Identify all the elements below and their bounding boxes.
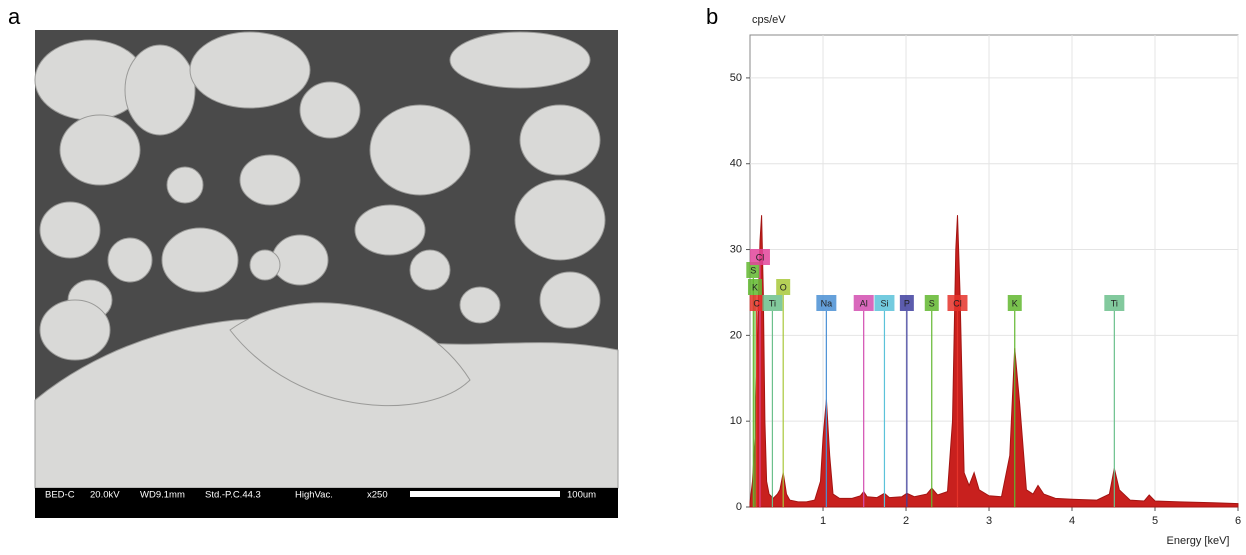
- marker-label: O: [780, 282, 787, 292]
- marker-box: [776, 279, 791, 295]
- y-tick-label: 30: [730, 243, 742, 255]
- y-tick-label: 0: [736, 501, 742, 513]
- sem-info: WD9.1mm: [140, 490, 185, 501]
- marker-label: K: [752, 282, 758, 292]
- sem-info: x250: [367, 490, 388, 501]
- marker-box: [947, 295, 968, 311]
- sem-info: Std.-P.C.44.3: [205, 490, 261, 501]
- x-tick-label: 6: [1235, 515, 1241, 527]
- plot-area: [749, 34, 1239, 508]
- marker-box: [749, 295, 764, 311]
- marker-box: [747, 279, 762, 295]
- scale-label: 100um: [567, 490, 596, 501]
- x-tick-label: 5: [1152, 515, 1158, 527]
- y-axis-label: cps/eV: [752, 14, 786, 26]
- panel-label: a: [8, 4, 21, 29]
- marker-box: [1007, 295, 1022, 311]
- marker-label: C: [753, 298, 760, 308]
- x-tick-label: 2: [903, 515, 909, 527]
- x-tick-label: 4: [1069, 515, 1075, 527]
- marker-label: Cl: [953, 298, 962, 308]
- sem-info: BED-C: [45, 490, 75, 501]
- marker-label: Ti: [1111, 298, 1118, 308]
- marker-label: Na: [821, 298, 833, 308]
- marker-label: K: [1012, 298, 1018, 308]
- marker-label: P: [904, 298, 910, 308]
- marker-box: [746, 262, 761, 278]
- marker-label: Cl: [756, 252, 765, 262]
- y-tick-label: 20: [730, 329, 742, 341]
- marker-box: [899, 295, 914, 311]
- marker-label: Ti: [769, 298, 776, 308]
- marker-box: [924, 295, 939, 311]
- marker-label: S: [750, 265, 756, 275]
- marker-box: [1104, 295, 1125, 311]
- spectrum: [749, 215, 1239, 508]
- x-axis-label: Energy [keV]: [1167, 535, 1230, 547]
- sem-image: [34, 30, 619, 518]
- marker-box: [853, 295, 874, 311]
- y-tick-label: 40: [730, 158, 742, 170]
- x-tick-label: 1: [820, 515, 826, 527]
- marker-box: [816, 295, 837, 311]
- marker-box: [874, 295, 895, 311]
- y-tick-label: 50: [730, 72, 742, 84]
- marker-box: [762, 295, 783, 311]
- sem-info: 20.0kV: [90, 490, 120, 501]
- marker-box: [749, 249, 770, 265]
- x-tick-label: 3: [986, 515, 992, 527]
- marker-label: Al: [860, 298, 868, 308]
- sem-info: HighVac.: [295, 490, 333, 501]
- panel-label: b: [706, 4, 718, 29]
- marker-label: Si: [880, 298, 888, 308]
- y-tick-label: 10: [730, 415, 742, 427]
- marker-label: S: [929, 298, 935, 308]
